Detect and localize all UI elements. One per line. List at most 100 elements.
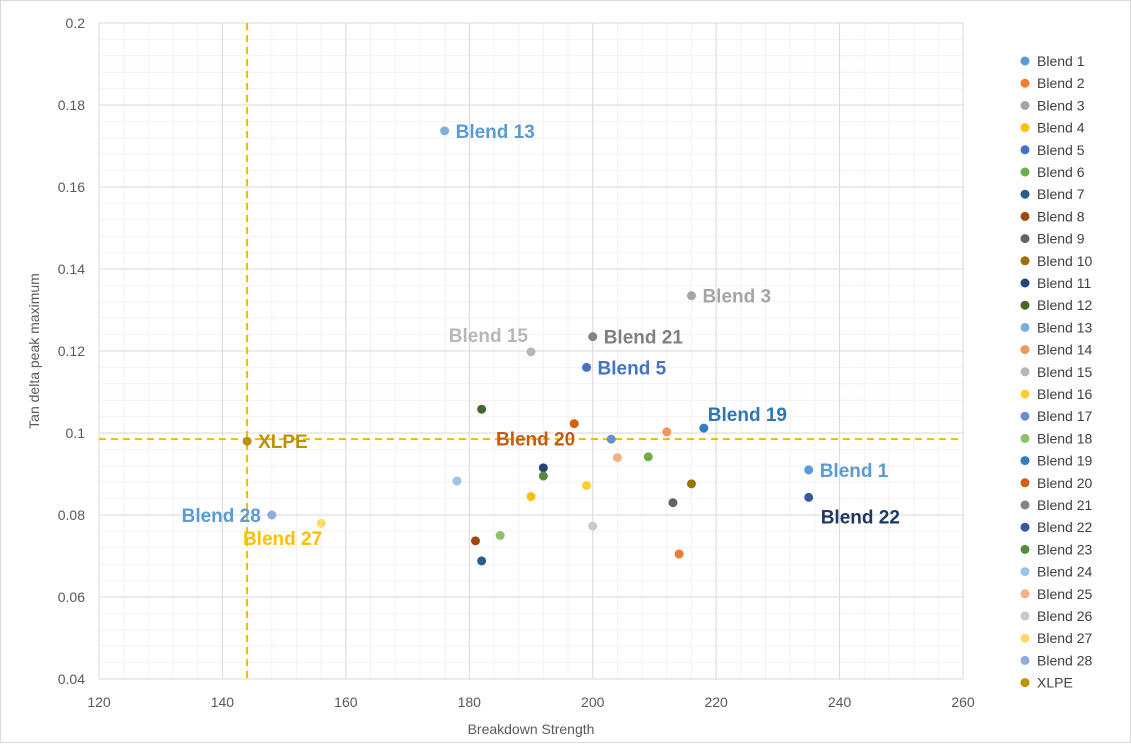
point-blend-19 [699,423,709,433]
legend-marker-blend-25 [1020,589,1030,599]
legend: Blend 1 Blend 2 Blend 3 Blend 4 Blend 5 Blend… [1020,53,1092,691]
legend-label-blend-23: Blend 23 [1037,541,1092,557]
legend-label-blend-21: Blend 21 [1037,497,1092,513]
y-tick-label: 0.16 [58,179,85,195]
annotation-blend-27: Blend 27 [243,529,322,550]
legend-label-blend-11: Blend 11 [1037,275,1091,291]
x-tick-label: 240 [828,694,852,710]
major-gridlines [98,22,964,680]
legend-marker-blend-27 [1020,633,1030,643]
point-blend-28 [267,510,277,520]
y-tick-label: 0.04 [58,671,85,687]
legend-marker-blend-11 [1020,278,1030,288]
legend-label-blend-20: Blend 20 [1037,475,1092,491]
legend-marker-blend-17 [1020,411,1030,421]
point-blend-8 [470,536,480,546]
legend-label-blend-26: Blend 26 [1037,608,1092,624]
data-points [242,126,814,566]
x-tick-label: 120 [87,694,111,710]
annotation-blend-20: Blend 20 [496,430,575,451]
y-tick-label: 0.08 [58,507,85,523]
legend-label-blend-2: Blend 2 [1037,75,1085,91]
legend-label-blend-4: Blend 4 [1037,120,1085,136]
legend-marker-xlpe [1020,678,1030,688]
legend-marker-blend-8 [1020,211,1030,221]
point-blend-14 [662,427,672,437]
legend-marker-blend-21 [1020,500,1030,510]
x-axis-title: Breakdown Strength [468,721,595,737]
legend-marker-blend-26 [1020,611,1030,621]
point-blend-18 [495,531,505,540]
legend-label-blend-14: Blend 14 [1037,342,1092,358]
legend-label-xlpe: XLPE [1037,675,1073,691]
legend-label-blend-17: Blend 17 [1037,408,1092,424]
legend-label-blend-13: Blend 13 [1037,319,1092,335]
point-blend-5 [582,362,592,372]
legend-label-blend-18: Blend 18 [1037,430,1092,446]
point-blend-22 [804,492,814,502]
reference-lines [99,23,963,681]
annotation-blend-28: Blend 28 [182,506,261,527]
x-tick-label: 220 [704,694,728,710]
point-blend-1 [804,465,814,475]
legend-marker-blend-13 [1020,322,1030,332]
legend-marker-blend-28 [1020,655,1030,665]
legend-label-blend-9: Blend 9 [1037,231,1085,247]
point-blend-20 [569,419,579,429]
legend-marker-blend-3 [1020,100,1030,110]
annotation-blend-22: Blend 22 [821,507,900,528]
legend-label-blend-27: Blend 27 [1037,630,1092,646]
y-axis-tick-labels: 0.04 0.06 0.08 0.1 0.12 0.14 0.16 0.18 0.2 [58,15,85,687]
legend-label-blend-8: Blend 8 [1037,208,1085,224]
annotation-blend-13: Blend 13 [456,122,535,143]
legend-label-blend-12: Blend 12 [1037,297,1092,313]
point-xlpe [242,436,252,446]
point-blend-25 [612,453,622,463]
legend-marker-blend-23 [1020,544,1030,554]
point-blend-17 [606,434,616,444]
legend-label-blend-22: Blend 22 [1037,519,1092,535]
legend-marker-blend-14 [1020,345,1030,355]
legend-label-blend-3: Blend 3 [1037,97,1085,113]
point-blend-13 [440,126,450,136]
x-tick-label: 260 [951,694,975,710]
y-axis-title: Tan delta peak maximum [26,273,42,429]
point-blend-24 [452,476,462,486]
annotation-blend-1: Blend 1 [820,461,889,482]
point-blend-3 [686,291,696,301]
point-blend-10 [686,479,696,489]
legend-label-blend-28: Blend 28 [1037,652,1092,668]
point-blend-2 [674,549,684,559]
legend-label-blend-24: Blend 24 [1037,564,1092,580]
legend-label-blend-19: Blend 19 [1037,453,1092,469]
legend-marker-blend-7 [1020,189,1030,199]
annotation-xlpe: XLPE [258,432,308,453]
y-tick-label: 0.06 [58,589,85,605]
legend-label-blend-1: Blend 1 [1037,53,1085,69]
legend-label-blend-15: Blend 15 [1037,364,1092,380]
annotation-blend-3: Blend 3 [702,287,771,308]
x-axis-tick-labels: 120 140 160 180 200 220 240 260 [87,694,975,710]
x-tick-label: 140 [211,694,235,710]
y-tick-label: 0.14 [58,261,85,277]
point-blend-12 [477,404,487,414]
legend-marker-blend-19 [1020,456,1030,466]
legend-marker-blend-6 [1020,167,1030,177]
legend-label-blend-6: Blend 6 [1037,164,1085,180]
legend-marker-blend-5 [1020,145,1030,155]
legend-marker-blend-18 [1020,433,1030,443]
x-tick-label: 180 [458,694,482,710]
legend-label-blend-10: Blend 10 [1037,253,1092,269]
x-tick-label: 160 [334,694,358,710]
legend-label-blend-5: Blend 5 [1037,142,1085,158]
legend-marker-blend-12 [1020,300,1030,310]
y-tick-label: 0.12 [58,343,85,359]
y-tick-label: 0.2 [66,15,86,31]
legend-label-blend-16: Blend 16 [1037,386,1092,402]
point-blend-26 [588,521,598,531]
point-annotations: Blend 13 Blend 3 Blend 21 Blend 15 Blend 5 Bl… [182,122,900,550]
legend-marker-blend-20 [1020,478,1030,488]
legend-marker-blend-1 [1020,56,1030,66]
